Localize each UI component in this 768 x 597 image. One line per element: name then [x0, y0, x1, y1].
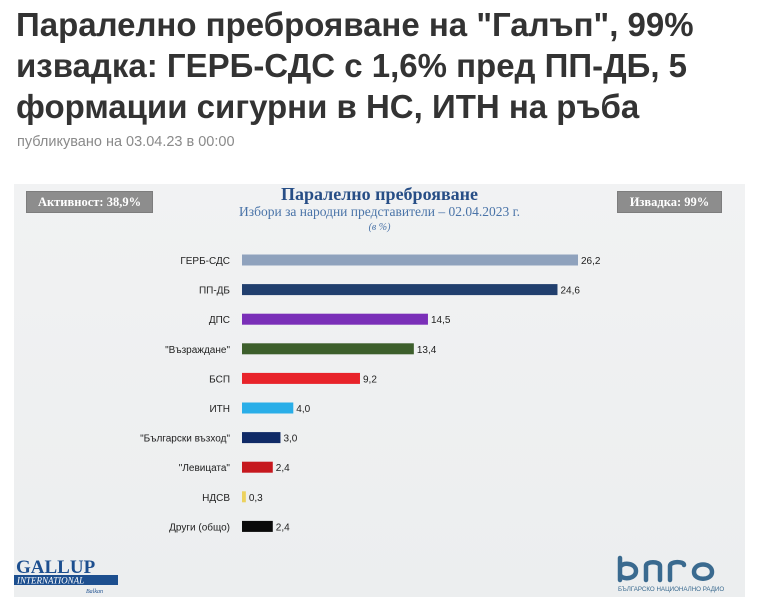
category-label: ГЕРБ-СДС: [180, 256, 230, 267]
gallup-logo-region: Balkan: [86, 589, 103, 595]
bar: [242, 313, 428, 325]
value-label: 13,4: [417, 345, 437, 356]
value-label: 3,0: [283, 434, 297, 445]
category-label: Други (общо): [169, 521, 230, 533]
category-label: НДСВ: [202, 493, 230, 504]
turnout-badge: Активност: 38,9%: [26, 191, 153, 213]
value-label: 24,6: [560, 286, 580, 297]
bar: [242, 520, 273, 532]
bar: [242, 491, 246, 503]
chart-image: Активност: 38,9% Извадка: 99% Паралелно …: [14, 184, 745, 597]
value-label: 4,0: [296, 404, 310, 415]
gallup-logo-band: [14, 575, 118, 585]
bnr-logo-mark: [617, 555, 715, 583]
category-label: "Възраждане": [165, 345, 230, 356]
value-label: 2,4: [276, 463, 290, 474]
value-label: 2,4: [276, 522, 290, 533]
bar: [242, 402, 294, 414]
sample-badge: Извадка: 99%: [617, 191, 722, 213]
gallup-logo-word: GALLUP: [16, 557, 96, 578]
value-label: 14,5: [431, 315, 451, 326]
bnr-logo: БЪЛГАРСКО НАЦИОНАЛНО РАДИО: [617, 555, 724, 593]
value-label: 26,2: [581, 256, 601, 267]
bar: [242, 461, 273, 473]
bar: [242, 372, 360, 384]
bar: [242, 432, 281, 444]
gallup-logo: GALLUP INTERNATIONAL Balkan: [14, 557, 118, 595]
category-label: БСП: [209, 374, 230, 385]
chart-subtitle: Избори за народни представители – 02.04.…: [239, 204, 520, 219]
bar-chart: ГЕРБ-СДС 26,2 ПП-ДБ 24,6 ДПС 14,5 "Възраждане"…: [140, 254, 601, 533]
bar: [242, 284, 558, 296]
category-label: ДПС: [209, 315, 230, 326]
value-label: 0,3: [249, 493, 263, 504]
category-label: "Левицата": [179, 463, 231, 474]
bar: [242, 254, 578, 266]
bar: [242, 343, 414, 355]
bnr-logo-text: БЪЛГАРСКО НАЦИОНАЛНО РАДИО: [618, 586, 724, 593]
category-label: ИТН: [209, 404, 230, 415]
category-label: "Български възход": [140, 434, 230, 445]
article-headline: Паралелно преброяване на "Галъп", 99% из…: [16, 6, 694, 125]
category-label: ПП-ДБ: [199, 286, 230, 297]
gallup-logo-subword: INTERNATIONAL: [16, 576, 84, 586]
chart-unit: (в %): [368, 222, 391, 233]
value-label: 9,2: [363, 374, 377, 385]
chart-title: Паралелно преброяване: [280, 184, 479, 204]
publish-date: публикувано на 03.04.23 в 00:00: [17, 134, 235, 150]
